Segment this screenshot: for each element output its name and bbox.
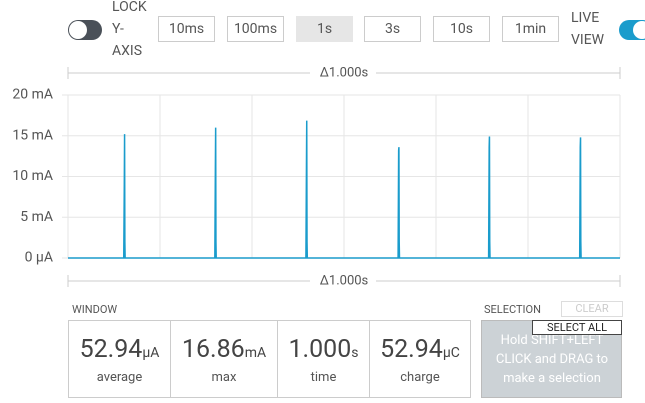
delta-bg [310,273,376,289]
window-button[interactable]: 1min [502,16,559,42]
window-button[interactable]: 100ms [227,16,284,42]
stat-unit: μA [142,345,160,361]
stat-unit: s [351,345,359,361]
window-button[interactable]: 10s [433,16,490,42]
stat-box: 52.94μC charge [369,320,471,398]
stat-label: charge [400,370,440,385]
y-tick-label: 20 mA [12,87,53,103]
delta-label: Δ1.000s [320,65,369,80]
toggle-knob [69,21,87,39]
delta-label: Δ1.000s [320,273,369,288]
y-tick-label: 15 mA [12,127,53,143]
selection-title: SELECTION [484,303,541,316]
stat-value-row: 52.94μA [69,335,170,364]
y-tick-label: 0 µA [25,250,53,266]
stat-value: 52.94 [380,335,443,364]
y-tick-label: 10 mA [12,168,53,184]
stat-unit: mA [244,345,267,361]
clear-button[interactable]: CLEAR [561,301,623,317]
selection-hint: Hold SHIFT+LEFT CLICK and DRAG to make a… [495,333,609,386]
stat-value: 16.86 [181,335,245,364]
window-button[interactable]: 1s [296,16,353,42]
lock-toggle[interactable] [68,20,102,40]
stat-label: average [96,370,143,385]
chart: Δ1.000s Δ1.000s 0 µA 5 mA 10 mA 15 mA 20 mA [12,65,621,289]
live-toggle[interactable] [619,20,645,40]
stat-value-row: 52.94μC [370,335,470,364]
stat-box: 52.94μA average [68,320,171,398]
select-all-button[interactable]: SELECT ALL [532,320,622,335]
window-title: WINDOW [72,303,118,316]
toggle-knob [633,21,645,39]
stat-label: max [211,370,237,385]
lock-label: LOCK Y-AXIS [112,0,147,59]
live-label: LIVE VIEW [571,10,605,48]
window-button[interactable]: 10ms [158,16,215,42]
y-tick-label: 5 mA [20,209,53,225]
stat-box: 16.86mA max [170,320,278,398]
stat-unit: μC [442,345,460,361]
stat-value: 1.000 [288,335,352,364]
current-line [68,120,620,259]
stat-box: 1.000s time [277,320,370,398]
delta-bg [310,65,376,81]
stat-value: 52.94 [79,335,143,364]
stat-label: time [310,370,337,385]
stat-value-row: 16.86mA [171,335,277,364]
window-button[interactable]: 3s [364,16,421,42]
stat-value-row: 1.000s [278,335,369,364]
